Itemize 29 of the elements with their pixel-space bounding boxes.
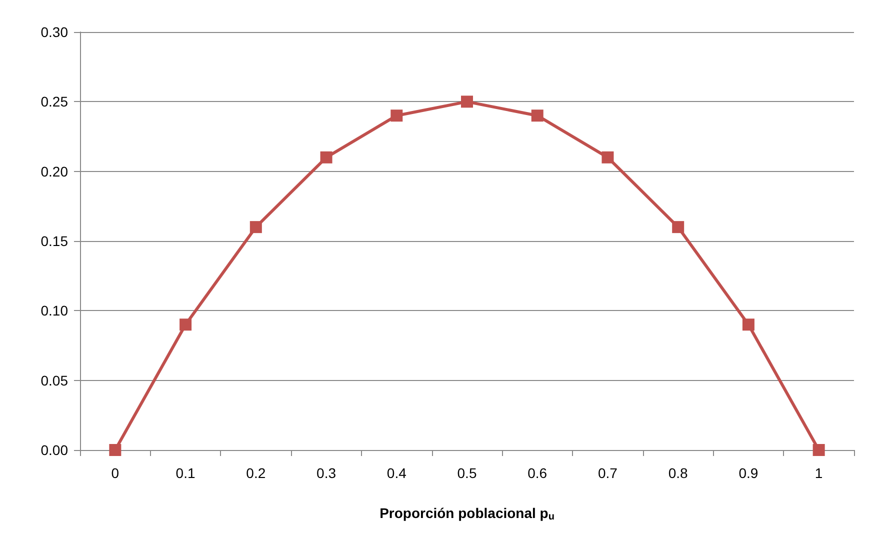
x-tick-label: 0.2 (246, 465, 266, 481)
x-tick-label: 0.4 (386, 465, 407, 481)
point (531, 110, 544, 122)
point (461, 96, 473, 108)
x-tick-label: 0 (111, 465, 120, 481)
point (672, 221, 684, 234)
x-tick-label: 0.8 (668, 465, 688, 481)
y-tick-label: 0.30 (40, 24, 68, 40)
point (602, 151, 614, 164)
y-tick-label: 0.00 (40, 442, 68, 458)
x-tick-label: 0.3 (316, 465, 336, 481)
point (180, 318, 192, 331)
x-tick-label: 0.1 (176, 465, 196, 481)
y-tick-label: 0.10 (40, 302, 68, 319)
y-tick-label: 0.15 (40, 233, 68, 249)
point (320, 151, 332, 164)
point (250, 221, 262, 234)
y-tick-label: 0.05 (40, 372, 68, 388)
x-tick-label: 0.5 (457, 465, 477, 481)
x-tick-label: 0.6 (528, 465, 548, 481)
point (742, 318, 754, 331)
y-tick-label: 0.25 (40, 94, 68, 110)
x-tick-label: 1 (814, 465, 823, 481)
y-tick-label: 0.20 (40, 163, 68, 180)
point (390, 110, 403, 122)
x-tick-label: 0.9 (738, 465, 758, 481)
point (812, 444, 825, 456)
x-tick-label: 0.7 (598, 465, 618, 481)
point (109, 444, 122, 456)
